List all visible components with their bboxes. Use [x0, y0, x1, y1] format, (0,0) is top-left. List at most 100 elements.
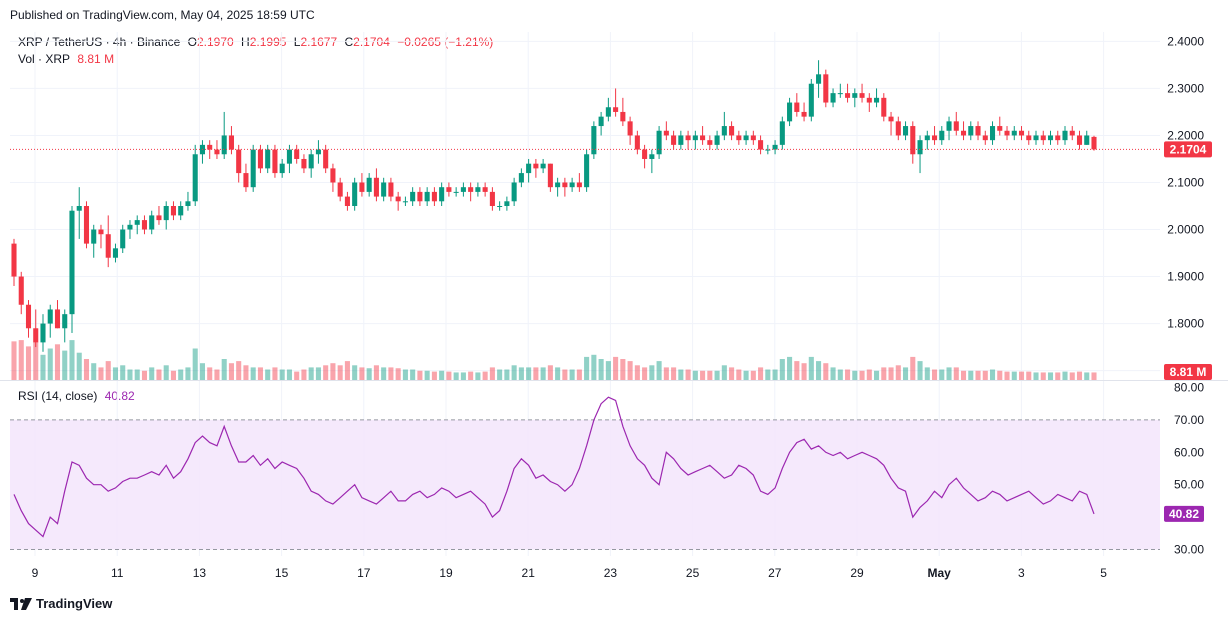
candle-body	[736, 135, 742, 141]
last-price-badge: 2.1704	[1164, 141, 1212, 158]
volume-bar	[207, 367, 213, 380]
candle-body	[18, 276, 24, 305]
candle	[692, 130, 698, 150]
price-tick-label: 1.9000	[1167, 270, 1204, 284]
candle-body	[1040, 135, 1046, 141]
volume-bar	[1084, 372, 1090, 380]
rsi-tick-label: 50.00	[1174, 478, 1204, 492]
candle-body	[620, 111, 626, 122]
candle-body	[1069, 130, 1075, 136]
tradingview-logo[interactable]: TradingView	[10, 596, 112, 611]
price-tick-label: 2.2000	[1167, 128, 1204, 142]
candle-body	[613, 107, 619, 112]
candle	[279, 158, 285, 178]
candle	[859, 83, 865, 103]
volume-badge: 8.81 M	[1164, 364, 1212, 380]
rsi-label[interactable]: RSI (14, close)	[18, 389, 98, 403]
candle	[881, 93, 887, 122]
volume-bar	[1026, 371, 1032, 380]
candle-body	[765, 149, 771, 151]
volume-bar	[903, 367, 909, 380]
time-tick-label: May	[928, 566, 952, 580]
volume-bar	[598, 359, 604, 380]
candle-body	[127, 224, 133, 230]
volume-bar	[656, 361, 662, 380]
candle	[613, 88, 619, 117]
time-tick-label: 27	[768, 566, 782, 580]
candle	[388, 177, 394, 202]
candle-body	[946, 121, 952, 131]
candle	[504, 196, 510, 211]
candle-body	[605, 107, 611, 117]
candle-body	[431, 191, 437, 202]
volume-bar	[489, 367, 495, 380]
rsi-value: 40.82	[104, 389, 135, 403]
symbol-label[interactable]: XRP / TetherUS · 4h · Binance	[18, 35, 181, 49]
volume-bar	[214, 369, 220, 380]
rsi-tick-label: 70.00	[1174, 413, 1204, 427]
price-axis: 2.4000 2.3000 2.2000 2.1000 2.0000 1.9000 1.80…	[1167, 34, 1204, 377]
candle-body	[584, 154, 590, 188]
candle-body	[642, 149, 648, 159]
volume-bar	[62, 350, 68, 380]
volume-bar	[54, 344, 61, 380]
candle-body	[671, 135, 677, 145]
candle	[170, 201, 176, 221]
volume-bar	[584, 356, 590, 380]
candle	[932, 126, 938, 145]
volume-bar	[402, 369, 408, 380]
candle-body	[823, 74, 829, 103]
volume-bar	[939, 369, 945, 380]
candle-body	[1018, 130, 1025, 136]
high-value: 2.1995	[249, 35, 287, 49]
candle	[1062, 126, 1068, 145]
candle-body	[163, 206, 169, 221]
candle-body	[707, 140, 713, 145]
candle-body	[1055, 135, 1061, 141]
volume-bar	[1047, 372, 1054, 380]
candle	[402, 196, 408, 206]
candle	[156, 206, 162, 225]
candle-body	[460, 187, 466, 192]
candle-body	[1091, 136, 1097, 150]
candle-body	[112, 248, 119, 258]
candle-body	[1076, 135, 1083, 145]
volume-bar	[1076, 371, 1083, 380]
candle	[127, 220, 133, 239]
candle-body	[250, 149, 256, 188]
candle	[591, 121, 597, 159]
candle-body	[381, 182, 387, 197]
volume-bar	[1033, 372, 1039, 380]
volume-label[interactable]: Vol · XRP	[18, 52, 71, 66]
candle	[214, 140, 220, 159]
candle	[62, 309, 68, 343]
volume-bar	[997, 370, 1003, 380]
volume-bar	[830, 367, 836, 380]
candle-body	[359, 182, 365, 192]
candle-body	[917, 140, 923, 155]
volume-bar	[692, 370, 698, 380]
candle-body	[968, 126, 974, 136]
volume-bar	[359, 367, 365, 380]
candle-body	[772, 144, 778, 150]
volume-bar	[417, 370, 423, 380]
tradingview-logo-icon	[10, 597, 32, 610]
volume-bar	[424, 370, 430, 380]
rsi-badge-text: 40.82	[1169, 507, 1199, 521]
volume-bar	[33, 342, 39, 380]
volume-bar	[649, 365, 655, 380]
candle-body	[47, 309, 53, 324]
candle	[634, 130, 640, 155]
volume-bar	[40, 354, 46, 380]
candle	[221, 111, 227, 159]
candle-body	[830, 93, 836, 103]
candle	[272, 144, 278, 178]
candle-body	[170, 206, 176, 216]
volume-bar	[294, 371, 300, 380]
candle-body	[453, 191, 459, 193]
candle	[598, 111, 604, 136]
candle	[1076, 130, 1083, 150]
candle-body	[547, 163, 553, 188]
volume-bar	[163, 365, 169, 380]
